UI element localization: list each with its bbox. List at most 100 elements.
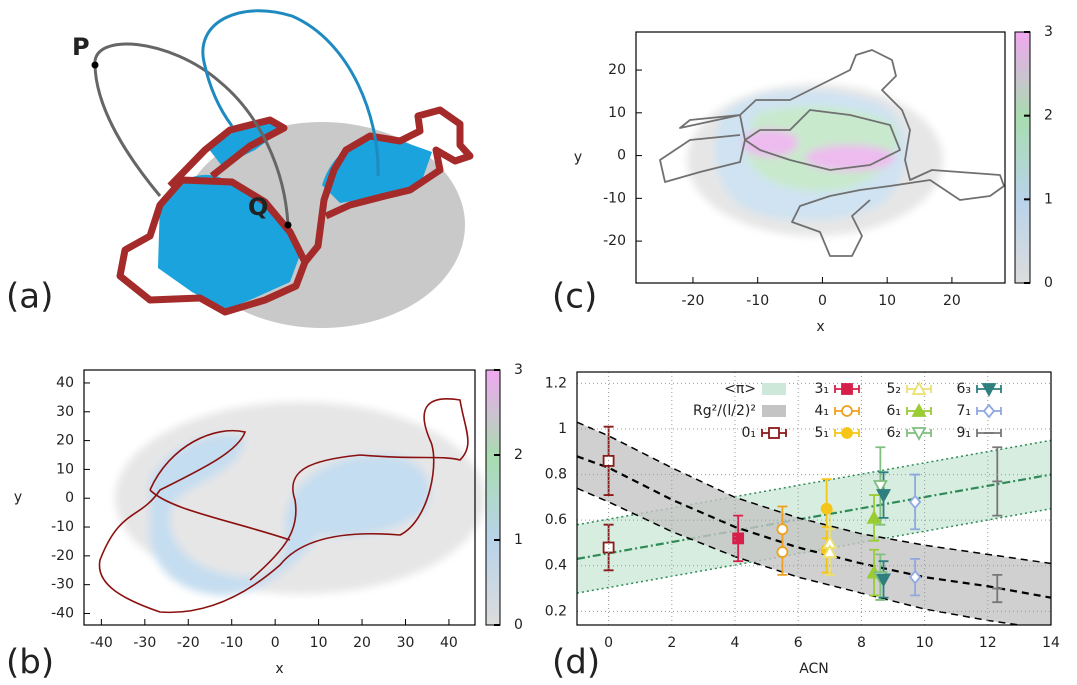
x-tick-label: 4 <box>731 635 740 651</box>
x-tick-label: 2 <box>667 635 676 651</box>
legend-label: 6₁ <box>886 403 901 419</box>
x-tick-label: -20 <box>177 635 200 651</box>
x-tick-label: -20 <box>682 293 705 309</box>
x-tick-label: 12 <box>979 635 997 651</box>
plot-area <box>577 421 1051 625</box>
marker <box>908 494 922 510</box>
legend-swatch <box>762 383 786 395</box>
density-b <box>115 402 485 596</box>
x-tick-label: 20 <box>943 293 961 309</box>
marker <box>768 427 780 439</box>
y-tick-label: 0 <box>617 148 626 164</box>
marker <box>908 569 922 585</box>
x-tick-label: 30 <box>397 635 415 651</box>
x-tick-label: -30 <box>133 635 156 651</box>
legend-label: 5₁ <box>814 425 829 441</box>
colorbar-tick-label: 2 <box>1044 108 1053 124</box>
y-tick-label: 0.2 <box>545 603 567 619</box>
colorbar-tick-label: 1 <box>514 532 523 548</box>
x-tick-label: 0 <box>818 293 827 309</box>
y-tick-label: -10 <box>603 190 626 206</box>
x-tick-label: 14 <box>1042 635 1060 651</box>
point-label: P <box>72 33 90 61</box>
y-tick-label: 40 <box>56 375 74 391</box>
marker <box>876 489 892 503</box>
marker <box>872 480 888 494</box>
band-edge <box>577 487 1025 625</box>
marker <box>820 502 833 515</box>
x-tick-label: 10 <box>916 635 934 651</box>
x-tick-label: 0 <box>271 635 280 651</box>
point-label: Q <box>248 193 268 221</box>
legend-label: 6₂ <box>886 425 901 441</box>
blue-region <box>158 174 300 310</box>
legend-label: 6₃ <box>956 381 971 397</box>
x-tick-label: 10 <box>878 293 896 309</box>
y-tick-label: 0.6 <box>545 512 567 528</box>
y-tick-label: -20 <box>51 548 74 564</box>
y-axis-label: y <box>14 490 22 506</box>
gray-arc <box>93 42 290 226</box>
y-tick-label: -30 <box>51 577 74 593</box>
marker <box>876 573 892 588</box>
y-tick-label: -10 <box>51 519 74 535</box>
colorbar-tick-label: 3 <box>514 362 523 378</box>
panel-label: (c) <box>552 277 597 317</box>
legend-label: Rg²/(l/2)² <box>693 403 756 419</box>
marker <box>911 381 927 395</box>
panel-label: (d) <box>552 643 600 683</box>
point <box>91 61 99 69</box>
marker <box>822 544 838 558</box>
y-tick-label: 1 <box>558 421 567 437</box>
band-center-line <box>577 473 1051 560</box>
x-tick-label: 6 <box>794 635 803 651</box>
legend-label: <π> <box>724 381 756 397</box>
x-tick-label: 10 <box>310 635 328 651</box>
marker <box>911 403 927 417</box>
y-tick-label: -20 <box>603 233 626 249</box>
y-tick-label: 20 <box>608 62 626 78</box>
blue-arc <box>201 9 380 177</box>
panel-label: (a) <box>6 277 53 317</box>
y-tick-label: 10 <box>608 105 626 121</box>
x-axis-label: x <box>816 319 824 335</box>
legend-swatch <box>762 405 786 417</box>
panel-label: (b) <box>6 643 54 683</box>
marker <box>841 405 853 417</box>
y-axis-label: y <box>574 150 582 166</box>
x-tick-label: 8 <box>857 635 866 651</box>
legend-label: 4₁ <box>814 403 829 419</box>
y-tick-label: 1.2 <box>545 375 567 391</box>
legend-label: 7₁ <box>956 403 971 419</box>
curve-b <box>98 398 469 614</box>
legend-label: 9₁ <box>956 425 971 441</box>
marker <box>841 383 853 395</box>
plot-frame <box>83 369 476 626</box>
colorbar-tick-label: 0 <box>514 617 523 633</box>
point <box>284 221 292 229</box>
y-tick-label: 0.8 <box>545 467 567 483</box>
red-curve <box>116 106 474 316</box>
plot-frame <box>576 371 1052 626</box>
marker <box>911 427 927 441</box>
illustration: P Q <box>72 9 474 328</box>
marker <box>776 523 789 536</box>
x-tick-label: -10 <box>746 293 769 309</box>
y-tick-label: 10 <box>56 461 74 477</box>
x-tick-label: 40 <box>440 635 458 651</box>
marker <box>841 427 853 439</box>
legend-label: 0₁ <box>741 425 756 441</box>
band-edge <box>577 421 1051 565</box>
marker <box>776 546 789 558</box>
curve-c <box>659 49 1005 257</box>
y-tick-label: 20 <box>56 433 74 449</box>
x-tick-label: -40 <box>90 635 113 651</box>
y-tick-label: 0 <box>65 490 74 506</box>
colorbar-tick-label: 1 <box>1044 191 1053 207</box>
y-tick-label: 0.4 <box>545 558 567 574</box>
marker <box>732 532 745 545</box>
colorbar <box>1014 31 1031 284</box>
marker <box>981 383 997 397</box>
marker <box>982 403 996 419</box>
